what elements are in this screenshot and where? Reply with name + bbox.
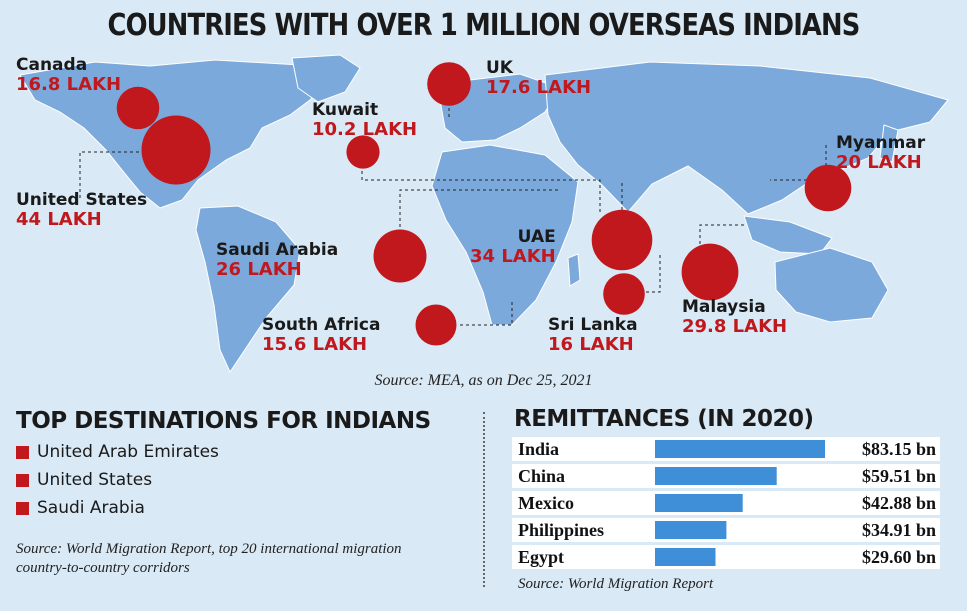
destination-item: United Arab Emirates <box>16 442 219 462</box>
bubble-south-africa <box>415 304 457 346</box>
label-uk: UK 17.6 LAKH <box>486 58 592 98</box>
myanmar-leader <box>770 145 827 181</box>
asia-land <box>544 61 949 215</box>
bubble-kuwait <box>346 135 380 169</box>
remittances-source: Source: World Migration Report <box>518 576 714 592</box>
label-saudi-arabia: Saudi Arabia 26 LAKH <box>216 240 339 280</box>
label-united-states: United States 44 LAKH <box>16 190 148 230</box>
bar-egypt <box>655 548 716 566</box>
red-square-icon <box>16 445 29 459</box>
madagascar-land <box>567 253 581 287</box>
row-background <box>512 545 940 569</box>
category-label: Mexico <box>518 493 574 513</box>
bubbles <box>116 62 852 346</box>
value-label: $29.60 bn <box>862 547 936 567</box>
value-label: $83.15 bn <box>862 439 936 459</box>
africa-land <box>431 144 579 326</box>
bar-china <box>655 467 777 485</box>
remittances-chart: India $83.15 bn China $59.51 bn Mexico $42.88… <box>512 437 940 569</box>
bubble-uk <box>427 62 471 106</box>
bubble-saudi-arabia <box>373 229 427 283</box>
section-divider <box>483 412 485 587</box>
category-label: Philippines <box>518 520 604 540</box>
bar-philippines <box>655 521 727 539</box>
srilanka-leader <box>640 255 661 293</box>
label-malaysia: Malaysia 29.8 LAKH <box>682 297 788 337</box>
red-square-icon <box>16 473 29 487</box>
value-label: $34.91 bn <box>862 520 936 540</box>
destinations-heading: TOP DESTINATIONS FOR INDIANS <box>16 408 431 434</box>
bubble-united-states <box>141 115 211 185</box>
value-label: $42.88 bn <box>862 493 936 513</box>
kuwait-leader <box>361 165 601 215</box>
value-label: $59.51 bn <box>862 466 936 486</box>
label-south-africa: South Africa 15.6 LAKH <box>262 315 381 355</box>
bubble-sri-lanka <box>603 273 645 315</box>
category-label: India <box>518 439 559 459</box>
bubble-canada <box>116 86 160 130</box>
destinations-source: Source: World Migration Report, top 20 i… <box>16 541 402 576</box>
world-map <box>19 54 949 374</box>
destination-item: United States <box>16 470 152 490</box>
bubble-uae <box>591 209 653 271</box>
map-source: Source: MEA, as on Dec 25, 2021 <box>374 372 593 389</box>
bar-india <box>655 440 825 458</box>
bubble-myanmar <box>804 164 852 212</box>
europe-land <box>439 73 561 143</box>
category-label: Egypt <box>518 547 564 567</box>
continents <box>19 54 949 374</box>
label-sri-lanka: Sri Lanka 16 LAKH <box>548 315 638 355</box>
southafrica-leader <box>460 300 513 326</box>
greenland-land <box>291 54 361 103</box>
destination-item: Saudi Arabia <box>16 498 145 518</box>
southeast-asia-land <box>743 215 833 255</box>
label-kuwait: Kuwait 10.2 LAKH <box>312 100 418 140</box>
page-title: COUNTRIES WITH OVER 1 MILLION OVERSEAS I… <box>107 8 861 43</box>
japan-land <box>879 124 899 163</box>
bar-mexico <box>655 494 743 512</box>
label-uae: UAE 34 LAKH <box>470 227 556 267</box>
saudi-leader <box>399 189 560 245</box>
label-myanmar: Myanmar 20 LAKH <box>836 133 926 173</box>
red-square-icon <box>16 501 29 515</box>
category-label: China <box>518 466 565 486</box>
leader-lines <box>79 90 827 326</box>
south-america-land <box>195 205 301 374</box>
label-canada: Canada 16.8 LAKH <box>16 55 122 95</box>
australia-land <box>774 247 889 323</box>
bubble-malaysia <box>681 243 739 301</box>
remittances-heading: REMITTANCES (IN 2020) <box>514 406 814 432</box>
